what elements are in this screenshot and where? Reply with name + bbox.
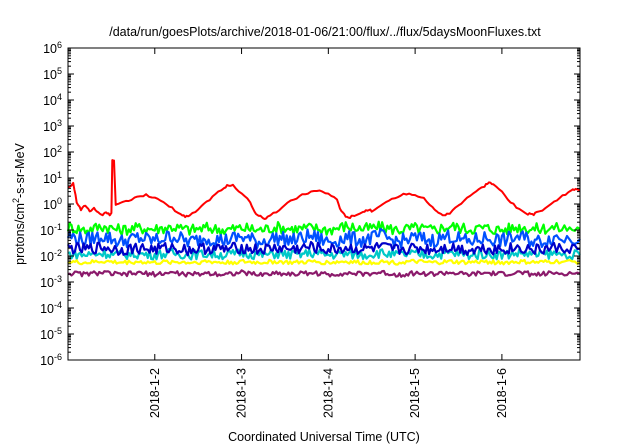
y-tick-label: 101	[43, 170, 62, 186]
y-tick-label: 10-3	[40, 274, 62, 290]
x-axis-label: Coordinated Universal Time (UTC)	[228, 430, 420, 444]
series-line	[67, 240, 581, 257]
x-tick-label: 2018-1-5	[408, 368, 422, 418]
y-axis: 10-610-510-410-310-210-11001011021031041…	[40, 40, 580, 368]
y-tick-label: 105	[43, 66, 62, 82]
y-tick-label-exp: 4	[57, 92, 62, 102]
y-tick-label-base: 10	[40, 302, 54, 316]
y-axis-label: protons/cm2-s-sr-MeV	[11, 142, 27, 264]
y-tick-label-base: 10	[43, 42, 57, 56]
y-tick-label: 10-1	[40, 222, 62, 238]
x-axis: 2018-1-2 2018-1-3 2018-1-4 2018-1-5 2018-1-6	[148, 48, 509, 418]
y-axis-label-pre: protons/cm	[13, 203, 27, 265]
y-tick-label: 10-4	[40, 300, 62, 316]
y-tick-label-exp: -2	[54, 248, 62, 258]
y-tick-label-exp: 3	[57, 118, 62, 128]
y-tick-label-base: 10	[43, 198, 57, 212]
series-line	[66, 220, 581, 237]
series-line	[67, 258, 581, 266]
y-tick-label-exp: 0	[57, 196, 62, 206]
y-tick-label: 100	[43, 196, 62, 212]
y-tick-label-exp: -1	[54, 222, 62, 232]
y-tick-label-exp: 1	[57, 170, 62, 180]
plot-frame	[67, 47, 581, 361]
y-tick-label-base: 10	[40, 250, 54, 264]
chart-title: /data/run/goesPlots/archive/2018-01-06/2…	[109, 25, 541, 39]
y-tick-label-base: 10	[40, 354, 54, 368]
y-tick-label-base: 10	[40, 276, 54, 290]
y-tick-label-exp: 5	[57, 66, 62, 76]
y-tick-label-exp: -4	[54, 300, 62, 310]
y-tick-label-exp: 6	[57, 40, 62, 50]
y-tick-label: 104	[43, 92, 62, 108]
y-tick-label: 10-6	[40, 352, 62, 368]
y-tick-label-exp: -5	[54, 326, 62, 336]
y-tick-label-exp: -3	[54, 274, 62, 284]
y-tick-label: 106	[43, 40, 62, 56]
y-tick-label-base: 10	[40, 224, 54, 238]
series-line	[66, 227, 581, 249]
series-layer	[66, 159, 581, 278]
y-tick-label: 10-2	[40, 248, 62, 264]
y-tick-label-exp: 2	[57, 144, 62, 154]
y-axis-label-sup: 2	[11, 198, 21, 203]
x-tick-label: 2018-1-6	[495, 368, 509, 418]
y-tick-label-base: 10	[43, 68, 57, 82]
x-tick-label: 2018-1-4	[321, 368, 335, 418]
x-tick-label: 2018-1-3	[235, 368, 249, 418]
y-tick-label: 103	[43, 118, 62, 134]
y-tick-label-exp: -6	[54, 352, 62, 362]
x-tick-label: 2018-1-2	[148, 368, 162, 418]
y-axis-label-post: -s-sr-MeV	[13, 142, 27, 198]
series-line	[67, 269, 581, 278]
y-tick-label-base: 10	[40, 328, 54, 342]
y-tick-label-base: 10	[43, 172, 57, 186]
y-tick-label: 10-5	[40, 326, 62, 342]
y-tick-label-base: 10	[43, 94, 57, 108]
series-line	[67, 159, 581, 220]
y-tick-label: 102	[43, 144, 62, 160]
y-tick-label-base: 10	[43, 146, 57, 160]
y-tick-label-base: 10	[43, 120, 57, 134]
